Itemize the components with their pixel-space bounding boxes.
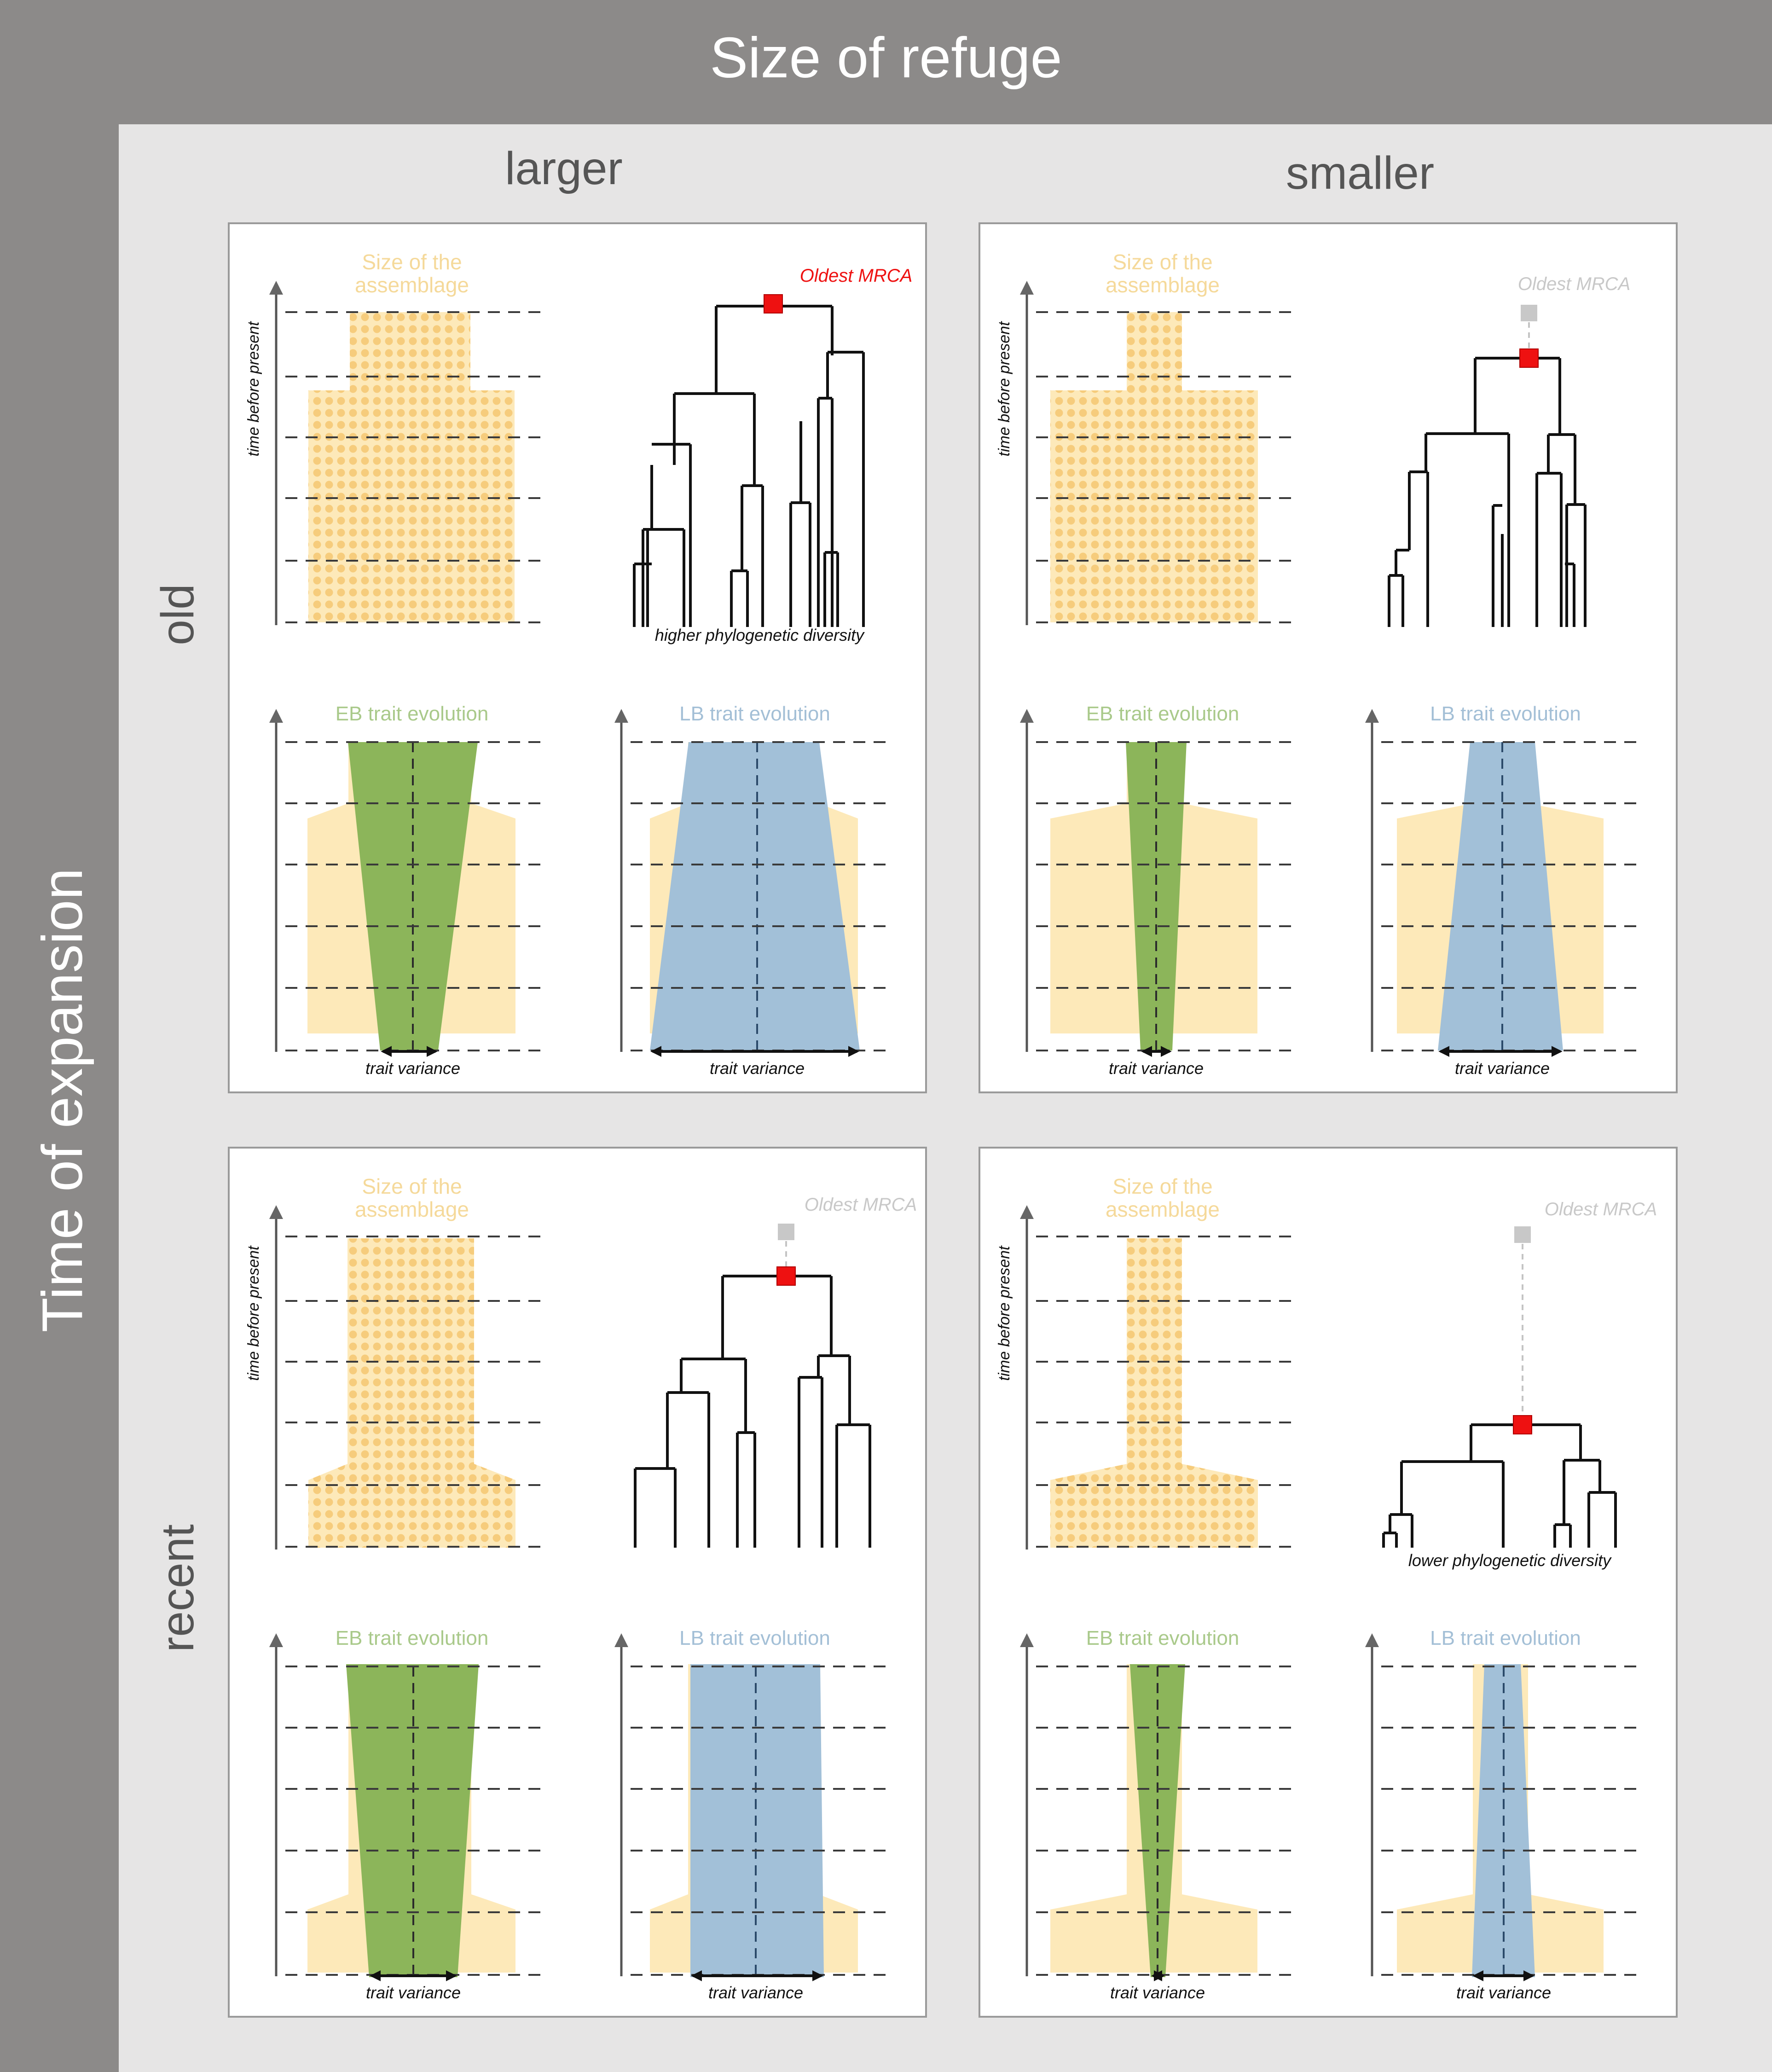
column-header-smaller: smaller	[1286, 147, 1434, 199]
lb-trait-variance-label: trait variance	[708, 1983, 803, 2002]
assemblage-dots	[1050, 312, 1258, 622]
time-axis-label: time before present	[996, 321, 1013, 456]
eb-time-gridlines	[1036, 741, 1294, 1051]
phylogenetic-diversity-label: higher phylogenetic diversity	[655, 626, 865, 644]
mrca-marker-red	[1519, 348, 1539, 368]
assemblage-title-line1: Size of the	[1112, 1174, 1212, 1198]
row-header-old: old	[152, 584, 203, 645]
assemblage-title-line2: assemblage	[1106, 273, 1220, 297]
assemblage-title-line1: Size of the	[1112, 250, 1212, 274]
time-axis-label: time before present	[245, 321, 262, 456]
oldest-mrca-label: Oldest MRCA	[1545, 1199, 1657, 1219]
lb-title: LB trait evolution	[1430, 702, 1581, 725]
eb-title: EB trait evolution	[336, 702, 489, 725]
oldest-mrca-marker-gray	[778, 1224, 794, 1240]
assemblage-time-gridlines	[285, 311, 543, 623]
lb-trait-variance-label: trait variance	[1455, 1059, 1550, 1078]
eb-title: EB trait evolution	[1086, 1627, 1239, 1649]
assemblage-dots	[1050, 1238, 1258, 1548]
phylogenetic-diversity-label: lower phylogenetic diversity	[1408, 1551, 1612, 1570]
quadrant-panel	[979, 1147, 1678, 2018]
eb-trait-variance-label: trait variance	[1109, 1059, 1204, 1078]
assemblage-title-line2: assemblage	[355, 273, 469, 297]
lb-variance-cone	[690, 1664, 824, 1977]
lb-variance-cone	[650, 742, 860, 1051]
oldest-mrca-label: Oldest MRCA	[1518, 274, 1631, 294]
assemblage-time-gridlines	[1036, 1236, 1294, 1548]
lb-title: LB trait evolution	[679, 1627, 830, 1649]
lb-variance-cone	[1438, 742, 1563, 1051]
phylogeny-tree	[1388, 357, 1587, 627]
phylogeny-tree	[633, 305, 865, 627]
mrca-marker-red	[764, 294, 783, 313]
assemblage-time-gridlines	[1036, 311, 1294, 623]
eb-time-gridlines	[1036, 1666, 1294, 1976]
mrca-marker-red	[1513, 1415, 1532, 1434]
oldest-mrca-label: Oldest MRCA	[800, 266, 913, 286]
time-axis-label: time before present	[996, 1245, 1013, 1381]
lb-trait-variance-label: trait variance	[1456, 1983, 1551, 2002]
assemblage-time-gridlines	[285, 1236, 543, 1548]
assemblage-title-line1: Size of the	[362, 1174, 462, 1198]
oldest-mrca-marker-gray	[1521, 305, 1537, 321]
row-axis-title: Time of expansion	[31, 868, 94, 1333]
eb-title: EB trait evolution	[336, 1627, 489, 1649]
assemblage-dots	[308, 1238, 515, 1548]
time-axis-label: time before present	[245, 1245, 262, 1381]
row-header-recent: recent	[152, 1524, 203, 1652]
lb-trait-variance-label: trait variance	[710, 1059, 805, 1078]
lb-title: LB trait evolution	[679, 702, 830, 725]
assemblage-title-line2: assemblage	[1106, 1197, 1220, 1221]
diagram-title: Size of refuge	[710, 26, 1062, 90]
eb-trait-variance-label: trait variance	[1110, 1983, 1205, 2002]
lb-title: LB trait evolution	[1430, 1627, 1581, 1649]
oldest-mrca-label: Oldest MRCA	[805, 1195, 917, 1215]
eb-time-gridlines	[285, 741, 543, 1051]
assemblage-dots	[308, 312, 515, 622]
mrca-marker-red	[776, 1266, 796, 1286]
assemblage-title-line2: assemblage	[355, 1197, 469, 1221]
eb-trait-variance-label: trait variance	[365, 1059, 460, 1078]
eb-title: EB trait evolution	[1086, 702, 1239, 725]
column-header-larger: larger	[505, 143, 623, 194]
assemblage-title-line1: Size of the	[362, 250, 462, 274]
oldest-mrca-marker-gray	[1514, 1226, 1531, 1243]
eb-trait-variance-label: trait variance	[366, 1983, 461, 2002]
